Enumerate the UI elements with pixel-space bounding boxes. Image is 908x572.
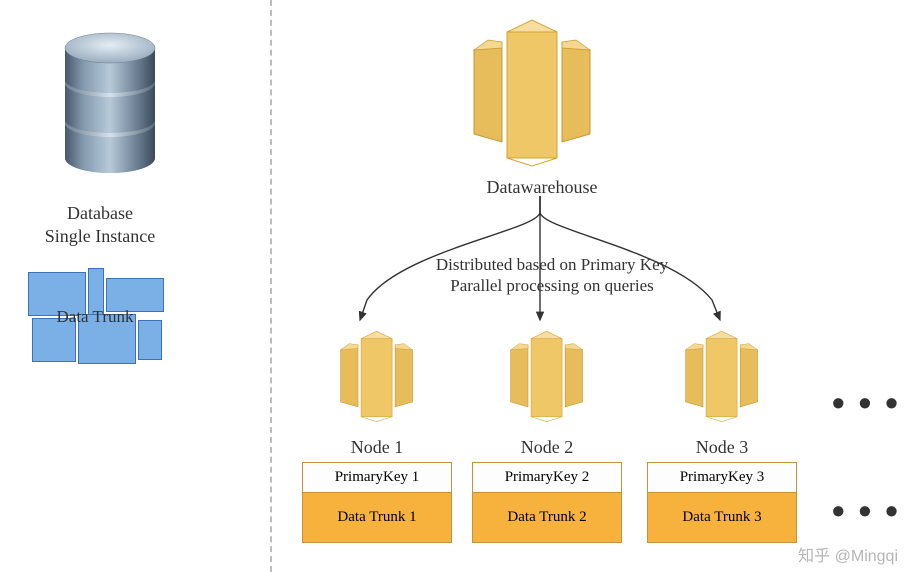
database-title-line1: Database (67, 203, 133, 223)
database-title: Database Single Instance (0, 202, 200, 247)
node-box: PrimaryKey 3Data Trunk 3 (647, 462, 797, 543)
node-label: Node 3 (647, 436, 797, 459)
datawarehouse-label: Datawarehouse (402, 176, 682, 199)
node-data-trunk: Data Trunk 2 (473, 493, 621, 542)
node-primary-key: PrimaryKey 3 (648, 463, 796, 493)
node-primary-key: PrimaryKey 2 (473, 463, 621, 493)
node-box: PrimaryKey 2Data Trunk 2 (472, 462, 622, 543)
node-icon (672, 325, 771, 429)
ellipsis-icon: • • • (832, 382, 900, 424)
distribution-line1: Distributed based on Primary Key (436, 255, 668, 274)
node-label: Node 2 (472, 436, 622, 459)
distribution-description: Distributed based on Primary Key Paralle… (352, 254, 752, 297)
left-panel: Database Single Instance Data Trunk (0, 0, 270, 572)
node-primary-key: PrimaryKey 1 (303, 463, 451, 493)
node-data-trunk: Data Trunk 1 (303, 493, 451, 542)
node-box: PrimaryKey 1Data Trunk 1 (302, 462, 452, 543)
database-icon (60, 28, 160, 168)
node-icon (497, 325, 596, 429)
watermark: 知乎 @Mingqi (798, 542, 898, 566)
distribution-line2: Parallel processing on queries (450, 276, 653, 295)
database-title-line2: Single Instance (45, 226, 155, 246)
node-data-trunk: Data Trunk 3 (648, 493, 796, 542)
node-label: Node 1 (302, 436, 452, 459)
data-trunk-label: Data Trunk (30, 306, 160, 327)
datawarehouse-icon (452, 10, 612, 175)
ellipsis-icon: • • • (832, 490, 900, 532)
node-icon (327, 325, 426, 429)
right-panel: Datawarehouse Distributed based on Prima… (272, 0, 908, 572)
